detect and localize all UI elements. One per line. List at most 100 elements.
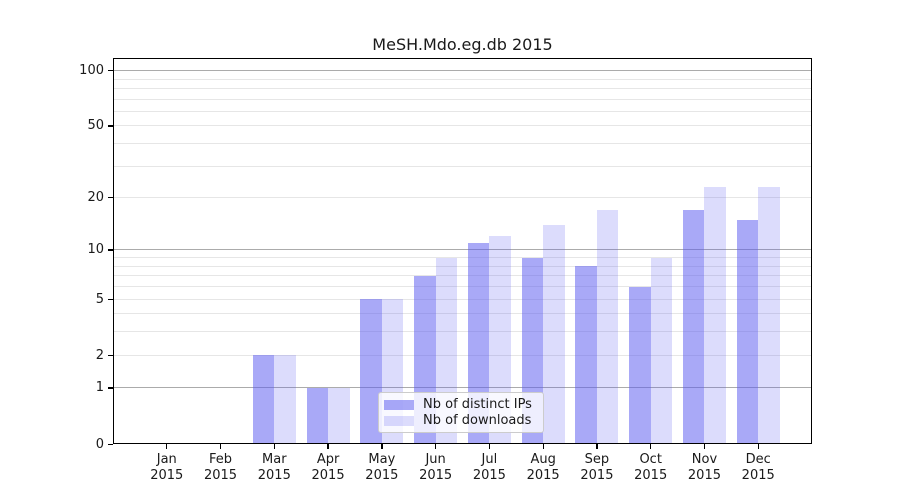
x-label-month: Jul — [481, 452, 498, 467]
x-axis-tick — [381, 444, 383, 449]
y-axis-tick-label: 100 — [79, 63, 104, 79]
bar-distinct-ips-sep — [575, 266, 597, 444]
x-axis-tick-label: Feb 2015 — [189, 452, 253, 484]
y-axis-tick — [108, 298, 113, 300]
bar-downloads-oct — [650, 257, 673, 444]
y-axis-tick — [108, 125, 113, 127]
x-axis-tick-label: Dec 2015 — [726, 452, 790, 484]
x-axis-tick — [166, 444, 168, 449]
minor-gridline — [113, 275, 812, 277]
minor-gridline — [113, 110, 812, 112]
x-label-year: 2015 — [365, 468, 399, 483]
x-axis-tick — [488, 444, 491, 449]
bar-distinct-ips-mar — [252, 355, 275, 444]
minor-gridline — [113, 265, 812, 267]
x-label-year: 2015 — [687, 468, 721, 483]
bar-distinct-ips-may — [360, 299, 382, 444]
bar-distinct-ips-oct — [629, 286, 651, 444]
x-axis-tick-label: Apr 2015 — [296, 452, 360, 484]
x-axis-tick-label: Nov 2015 — [672, 452, 736, 484]
legend-item: Nb of distinct IPs — [384, 397, 538, 412]
bar-downloads-sep — [596, 210, 619, 444]
x-label-year: 2015 — [150, 468, 184, 483]
bar-downloads-aug — [543, 224, 565, 444]
minor-gridline — [113, 331, 812, 333]
minor-gridline — [113, 354, 812, 356]
x-label-month: Dec — [745, 452, 771, 467]
x-axis-tick-label: May 2015 — [350, 452, 414, 484]
y-axis-tick — [108, 249, 113, 251]
minor-gridline — [113, 197, 812, 199]
minor-gridline — [113, 98, 812, 100]
minor-gridline — [113, 286, 812, 288]
major-gridline — [113, 70, 812, 72]
bar-distinct-ips-apr — [306, 387, 329, 444]
x-axis-tick-label: Jun 2015 — [404, 452, 468, 484]
y-axis-tick — [108, 387, 113, 389]
x-axis-tick — [650, 444, 652, 449]
chart-title: MeSH.Mdo.eg.db 2015 — [372, 35, 553, 54]
x-axis-tick-label: Oct 2015 — [619, 452, 683, 484]
major-gridline — [113, 387, 812, 389]
minor-gridline — [113, 78, 812, 80]
x-axis-tick — [327, 444, 329, 449]
x-axis-tick-label: Jul 2015 — [457, 452, 521, 484]
x-label-month: Oct — [639, 452, 662, 467]
x-label-month: Aug — [530, 452, 556, 467]
x-axis-tick — [542, 444, 544, 449]
major-gridline — [113, 249, 812, 251]
x-axis-tick — [596, 444, 598, 449]
x-label-year: 2015 — [634, 468, 668, 483]
x-axis-tick — [703, 444, 706, 449]
minor-gridline — [113, 87, 812, 89]
x-axis-tick — [219, 444, 222, 449]
legend-item: Nb of downloads — [384, 413, 538, 428]
minor-gridline — [113, 257, 812, 259]
x-label-year: 2015 — [526, 468, 560, 483]
x-label-year: 2015 — [580, 468, 614, 483]
x-label-month: Sep — [584, 452, 610, 467]
y-axis-tick — [108, 197, 113, 199]
bar-downloads-apr — [328, 387, 350, 444]
bar-downloads-mar — [274, 355, 296, 444]
x-axis-tick — [273, 444, 275, 449]
bar-distinct-ips-nov — [682, 210, 705, 444]
x-label-month: Apr — [316, 452, 340, 467]
x-label-month: May — [368, 452, 396, 467]
y-axis-tick — [108, 70, 113, 72]
x-label-year: 2015 — [311, 468, 345, 483]
x-label-year: 2015 — [257, 468, 291, 483]
y-axis-tick-label: 2 — [95, 347, 104, 363]
minor-gridline — [113, 125, 812, 127]
x-label-year: 2015 — [472, 468, 506, 483]
y-axis-tick-label: 0 — [95, 436, 104, 452]
x-label-month: Feb — [209, 452, 233, 467]
minor-gridline — [113, 165, 812, 167]
y-axis-tick-label: 10 — [87, 242, 104, 258]
minor-gridline — [113, 298, 812, 300]
y-axis-tick-label: 1 — [95, 380, 104, 396]
y-axis-tick-label: 50 — [87, 118, 104, 134]
bar-downloads-nov — [704, 186, 726, 444]
y-axis-tick — [108, 354, 113, 356]
x-axis-tick — [435, 444, 437, 449]
legend: Nb of distinct IPs Nb of downloads — [378, 392, 544, 433]
minor-gridline — [113, 143, 812, 145]
minor-gridline — [113, 313, 812, 315]
y-axis-tick — [108, 443, 113, 445]
x-axis-tick-label: Mar 2015 — [242, 452, 306, 484]
x-label-year: 2015 — [741, 468, 775, 483]
y-axis-tick-label: 5 — [95, 291, 104, 307]
plot-area — [113, 58, 812, 444]
legend-label: Nb of distinct IPs — [423, 397, 532, 412]
legend-swatch-distinct-ips — [384, 399, 414, 410]
x-axis-tick-label: Aug 2015 — [511, 452, 575, 484]
x-axis-tick — [757, 444, 759, 449]
legend-swatch-downloads — [384, 415, 414, 426]
x-label-year: 2015 — [419, 468, 453, 483]
y-axis-tick-label: 20 — [87, 190, 104, 206]
x-label-month: Jun — [425, 452, 446, 467]
bar-downloads-dec — [758, 186, 780, 444]
x-axis-tick-label: Sep 2015 — [565, 452, 629, 484]
